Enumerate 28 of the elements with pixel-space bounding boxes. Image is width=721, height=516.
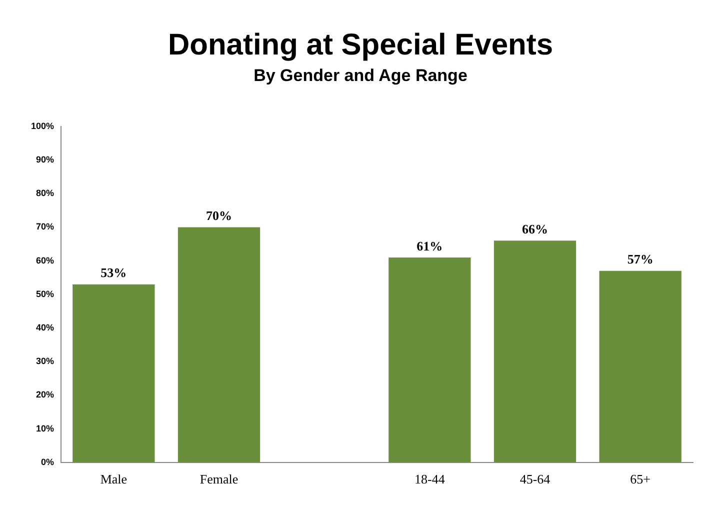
y-tick-label: 30% [36,356,54,366]
data-label: 53% [100,265,127,280]
y-tick-label: 70% [36,222,54,232]
x-tick-label: 65+ [630,472,651,487]
y-tick-label: 60% [36,255,54,266]
data-label: 61% [416,238,443,254]
y-tick-label: 80% [36,188,54,198]
bar [599,270,682,462]
x-tick-label: Male [100,472,128,487]
y-tick-label: 50% [36,288,54,299]
bar [72,284,155,462]
bar [388,257,471,462]
chart-title: Donating at Special Events [168,28,554,62]
y-tick-label: 10% [36,423,54,434]
bar [178,227,260,462]
data-label: 57% [627,252,654,267]
x-tick-label: Female [200,472,238,487]
y-tick-label: 20% [36,390,54,400]
x-tick-label: 45-64 [520,472,551,487]
data-label: 70% [206,208,232,224]
y-tick-label: 0% [41,456,54,467]
bar [494,240,576,462]
y-tick-label: 100% [30,120,54,131]
y-tick-label: 90% [36,154,54,164]
chart-subtitle: By Gender and Age Range [254,66,468,85]
x-tick-label: 18-44 [414,472,446,487]
data-label: 66% [522,222,548,236]
y-tick-label: 40% [36,322,54,332]
